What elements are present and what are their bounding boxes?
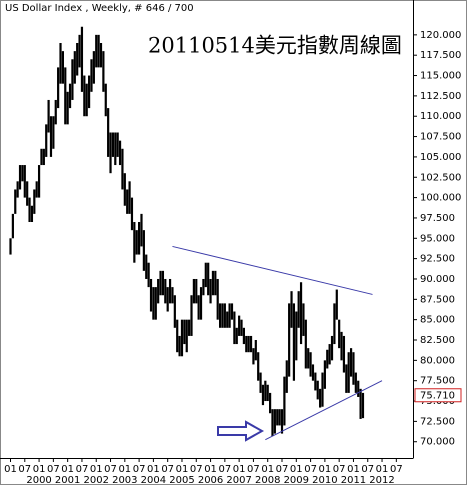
y-tick-label: 95.000 <box>420 233 455 244</box>
x-tick-label: 01 <box>376 464 389 475</box>
y-tick-label: 72.500 <box>420 416 455 427</box>
year-label: 2009 <box>284 475 309 485</box>
trendline <box>265 380 383 441</box>
y-tick-label: 82.500 <box>420 335 455 346</box>
x-tick-label: 01 <box>233 464 246 475</box>
arrow <box>217 420 265 442</box>
y-tick-label: 77.500 <box>420 376 455 387</box>
y-tick-label: 115.000 <box>420 71 461 82</box>
x-tick-label: 01 <box>61 464 74 475</box>
last-value-box <box>414 388 462 403</box>
year-label: 2000 <box>26 475 51 485</box>
y-tick-label: 110.000 <box>420 111 461 122</box>
y-tick-label: 100.000 <box>420 193 461 204</box>
x-tick-label: 01 <box>147 464 160 475</box>
x-tick-label: 01 <box>290 464 303 475</box>
y-tick-label: 117.500 <box>420 50 461 61</box>
x-tick-label: 01 <box>90 464 103 475</box>
year-label: 2011 <box>341 475 366 485</box>
x-tick-label: 07 <box>390 464 403 475</box>
y-tick-label: 102.500 <box>420 172 461 183</box>
x-tick-label: 07 <box>333 464 346 475</box>
year-label: 2008 <box>255 475 280 485</box>
y-tick-label: 112.500 <box>420 91 461 102</box>
year-label: 2001 <box>55 475 80 485</box>
x-tick-label: 07 <box>190 464 203 475</box>
y-tick-label: 97.500 <box>420 213 455 224</box>
x-tick-label: 07 <box>18 464 31 475</box>
y-tick-label: 87.500 <box>420 294 455 305</box>
year-label: 2010 <box>312 475 337 485</box>
y-tick-label: 120.000 <box>420 30 461 41</box>
x-tick-label: 01 <box>176 464 189 475</box>
y-tick-label: 85.000 <box>420 315 455 326</box>
arrow-shape <box>217 420 265 442</box>
x-tick-label: 07 <box>47 464 60 475</box>
chart-title: US Dollar Index , Weekly, # 646 / 700 <box>5 3 194 14</box>
x-tick-label: 01 <box>4 464 17 475</box>
x-tick-label: 01 <box>118 464 131 475</box>
y-tick-label: 105.000 <box>420 152 461 163</box>
y-tick-label: 70.000 <box>420 437 455 448</box>
y-tick-label: 92.500 <box>420 254 455 265</box>
year-label: 2012 <box>369 475 394 485</box>
x-tick-label: 07 <box>247 464 260 475</box>
y-tick-label: 107.500 <box>420 132 461 143</box>
x-tick-label: 01 <box>347 464 360 475</box>
x-tick-label: 07 <box>304 464 317 475</box>
x-tick-label: 01 <box>33 464 46 475</box>
trendline <box>172 245 373 295</box>
y-tick-label: 80.000 <box>420 355 455 366</box>
x-tick-label: 07 <box>133 464 146 475</box>
x-tick-label: 07 <box>276 464 289 475</box>
x-tick-label: 07 <box>361 464 374 475</box>
x-tick-label: 01 <box>261 464 274 475</box>
year-label: 2006 <box>198 475 223 485</box>
year-label: 2007 <box>226 475 251 485</box>
year-label: 2005 <box>169 475 194 485</box>
x-tick-label: 07 <box>104 464 117 475</box>
annotation: 20110514美元指數周線圖 <box>148 34 402 58</box>
x-tick-label: 01 <box>204 464 217 475</box>
x-tick-label: 07 <box>76 464 89 475</box>
x-tick-label: 07 <box>218 464 231 475</box>
year-label: 2002 <box>84 475 109 485</box>
x-tick-label: 07 <box>161 464 174 475</box>
x-tick-label: 01 <box>319 464 332 475</box>
year-label: 2004 <box>141 475 166 485</box>
y-tick-label: 90.000 <box>420 274 455 285</box>
last-value-label: 75.710 <box>420 390 455 401</box>
year-label: 2003 <box>112 475 137 485</box>
